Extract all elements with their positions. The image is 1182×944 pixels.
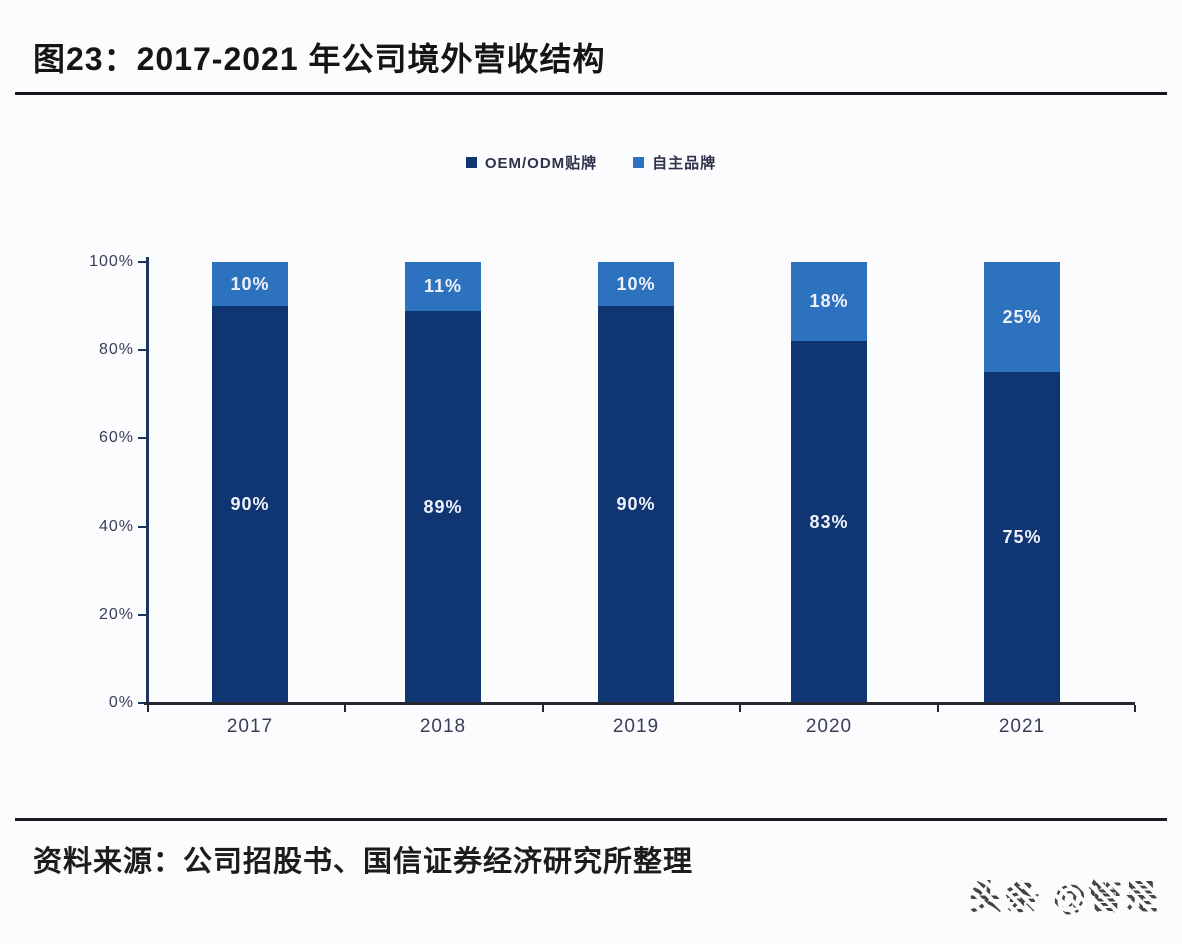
y-axis-line (146, 257, 149, 705)
bar-segment-oem-odm: 75% (984, 372, 1060, 703)
y-axis-tick (138, 261, 146, 263)
bar-data-label: 89% (423, 496, 463, 517)
bar-data-label: 83% (809, 511, 849, 532)
bar-data-label: 25% (1002, 306, 1042, 327)
y-axis-tick (138, 702, 146, 704)
y-axis-tick (138, 525, 146, 528)
bar-segment-oem-odm: 89% (405, 311, 481, 703)
legend-item-own-brand: 自主品牌 (633, 152, 716, 173)
source-divider-line (15, 818, 1167, 821)
legend-swatch-dark-blue (465, 157, 477, 168)
x-axis-tick (936, 705, 939, 712)
chart-legend: OEM/ODM贴牌 自主品牌 (0, 152, 1182, 173)
stacked-bar-2019: 10% 90% (598, 262, 674, 703)
bar-segment-own-brand: 11% (405, 262, 481, 311)
y-tick-label: 60% (98, 429, 134, 447)
x-axis-tick (344, 705, 347, 712)
bar-data-label: 11% (423, 276, 463, 296)
title-divider-line (15, 92, 1167, 95)
y-tick-label: 0% (108, 694, 134, 711)
bar-data-label: 90% (616, 494, 656, 514)
x-tick-label: 2017 (226, 716, 274, 737)
bar-segment-own-brand: 18% (791, 262, 867, 341)
y-tick-label: 80% (98, 341, 134, 359)
y-tick-label: 40% (98, 517, 134, 535)
x-axis-tick (739, 705, 742, 712)
y-axis-tick (138, 349, 146, 352)
bar-segment-own-brand: 25% (984, 262, 1060, 372)
data-source-text: 资料来源：公司招股书、国信证券经济研究所整理 (33, 846, 694, 878)
legend-label: OEM/ODM贴牌 (484, 155, 598, 172)
bar-segment-oem-odm: 83% (791, 341, 867, 703)
x-axis-line (144, 702, 1135, 705)
stacked-bar-2020: 18% 83% (791, 262, 867, 703)
stacked-bar-2021: 25% 75% (984, 262, 1060, 703)
bar-segment-own-brand: 10% (212, 262, 288, 306)
chart-title: 图23：2017-2021 年公司境外营收结构 (33, 41, 606, 77)
x-tick-label: 2018 (419, 716, 467, 737)
bar-data-label: 10% (230, 273, 270, 294)
legend-label: 自主品牌 (652, 155, 717, 172)
x-axis-tick (1134, 705, 1136, 712)
y-axis-tick (138, 437, 146, 440)
x-tick-label: 2021 (998, 716, 1046, 737)
bar-segment-own-brand: 10% (598, 262, 674, 306)
y-axis-tick (138, 613, 146, 616)
bar-data-label: 75% (1002, 527, 1042, 547)
bar-data-label: 10% (616, 273, 656, 294)
toutiao-watermark: 头条 @管是 (969, 870, 1160, 919)
x-axis-tick (147, 705, 149, 712)
stacked-bar-2018: 11% 89% (405, 262, 481, 703)
legend-swatch-light-blue (633, 157, 645, 168)
x-axis-tick (541, 705, 544, 712)
y-tick-label: 100% (89, 253, 134, 270)
bar-segment-oem-odm: 90% (212, 306, 288, 703)
bar-data-label: 90% (230, 494, 270, 514)
bar-data-label: 18% (809, 291, 849, 311)
legend-item-oem-odm: OEM/ODM贴牌 (465, 152, 598, 173)
x-tick-label: 2019 (612, 716, 660, 737)
bar-segment-oem-odm: 90% (598, 306, 674, 703)
y-tick-label: 20% (98, 605, 134, 623)
stacked-bar-2017: 10% 90% (212, 262, 288, 703)
x-tick-label: 2020 (805, 716, 853, 737)
